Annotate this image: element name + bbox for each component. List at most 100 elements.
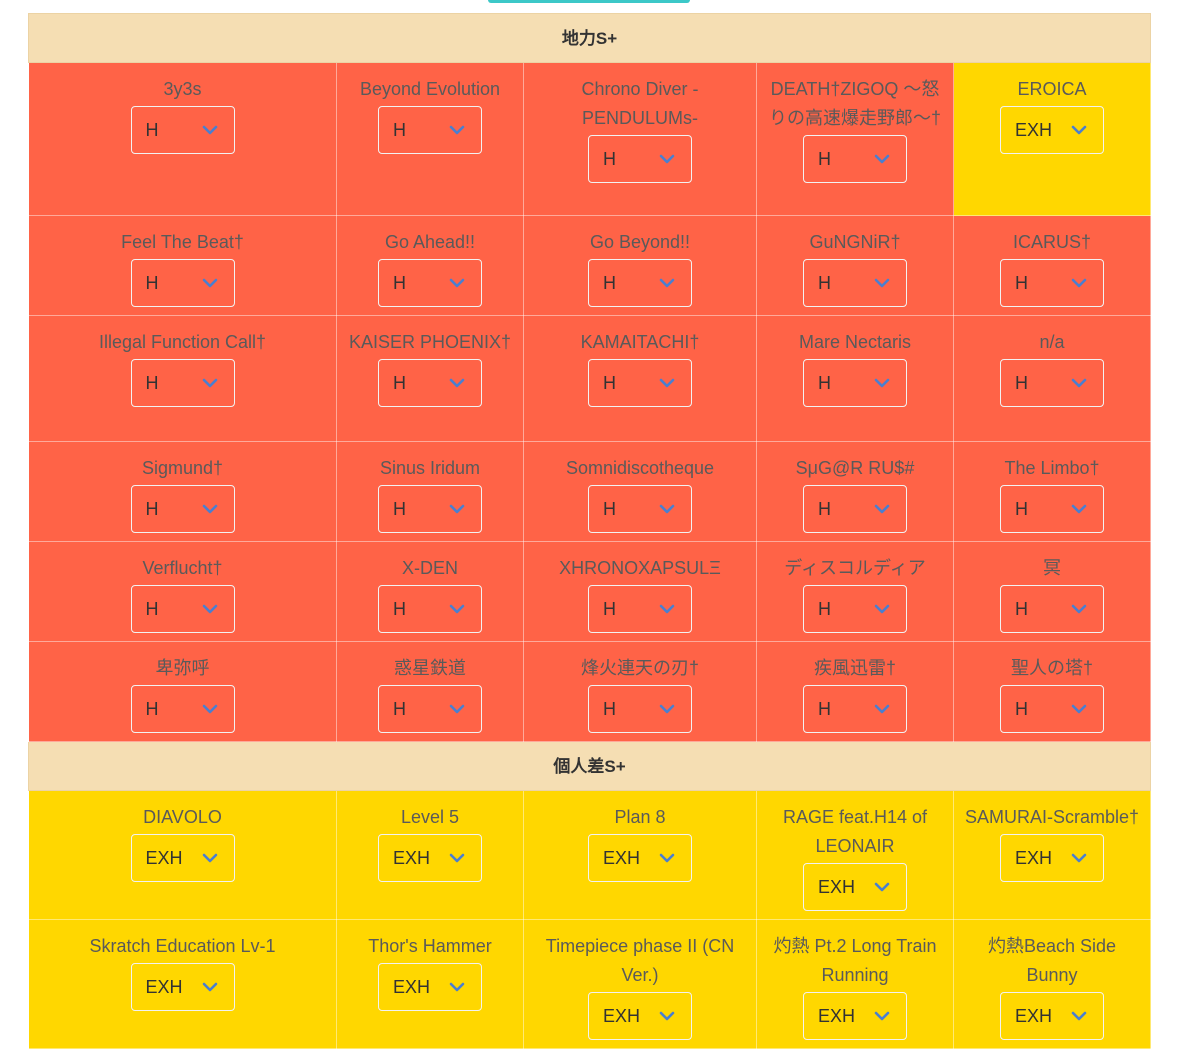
song-title: Feel The Beat†	[121, 232, 244, 252]
difficulty-select[interactable]: EXH	[1000, 992, 1105, 1040]
difficulty-select[interactable]: EXH	[130, 963, 235, 1011]
difficulty-select[interactable]: H	[803, 359, 907, 407]
difficulty-value: EXH	[818, 1005, 856, 1026]
song-title: ディスコルディア	[784, 558, 926, 578]
difficulty-select[interactable]: H	[803, 259, 907, 307]
chevron-down-icon	[1071, 604, 1087, 614]
chevron-down-icon	[449, 278, 465, 288]
difficulty-select[interactable]: H	[130, 106, 235, 154]
song-title: Plan 8	[614, 807, 666, 827]
difficulty-select[interactable]: H	[130, 585, 235, 633]
difficulty-value: H	[393, 498, 406, 519]
section-title: 個人差S+	[27, 741, 1152, 791]
song-row: 3y3s H Beyond Evolution H Chrono Diver -PEND…	[28, 62, 1152, 216]
difficulty-select[interactable]: H	[378, 106, 482, 154]
song-title: DEATH†ZIGOQ 〜怒りの高速爆走野郎〜†	[768, 79, 941, 128]
song-cell: ICARUS† H	[952, 215, 1152, 316]
chevron-down-icon	[659, 278, 675, 288]
difficulty-select[interactable]: H	[378, 359, 482, 407]
difficulty-select[interactable]: H	[1000, 359, 1105, 407]
song-cell: Mare Nectaris H	[756, 315, 954, 442]
difficulty-select[interactable]: H	[1000, 585, 1105, 633]
chevron-down-icon	[1071, 704, 1087, 714]
chevron-down-icon	[202, 982, 218, 992]
difficulty-value: H	[393, 372, 406, 393]
song-title: Skratch Education Lv-1	[89, 936, 276, 956]
difficulty-select[interactable]: H	[130, 485, 235, 533]
song-cell: Sinus Iridum H	[336, 441, 524, 542]
difficulty-select[interactable]: EXH	[803, 992, 907, 1040]
song-cell: 烽火連天の刃† H	[523, 641, 757, 742]
difficulty-select[interactable]: H	[1000, 685, 1105, 733]
song-title: Level 5	[400, 807, 460, 827]
difficulty-select[interactable]: EXH	[378, 834, 482, 882]
chevron-down-icon	[874, 278, 890, 288]
difficulty-select[interactable]: H	[378, 685, 482, 733]
difficulty-select[interactable]: H	[588, 359, 692, 407]
song-cell: GuNGNiR† H	[756, 215, 954, 316]
chevron-down-icon	[202, 704, 218, 714]
chevron-down-icon	[659, 704, 675, 714]
song-row: 卑弥呼 H 惑星鉄道 H 烽火連天の刃† H 疾風迅雷† H 聖人の塔† H	[28, 641, 1152, 742]
difficulty-value: H	[145, 498, 159, 519]
chevron-down-icon	[449, 704, 465, 714]
song-cell: KAISER PHOENIX† H	[336, 315, 524, 442]
difficulty-select[interactable]: H	[130, 359, 235, 407]
difficulty-select[interactable]: H	[588, 135, 692, 183]
song-title: X-DEN	[401, 558, 458, 578]
difficulty-select[interactable]: H	[130, 259, 235, 307]
difficulty-value: H	[603, 498, 616, 519]
difficulty-select[interactable]: H	[588, 485, 692, 533]
song-title: 惑星鉄道	[394, 658, 466, 678]
song-title: The Limbo†	[1004, 458, 1100, 478]
chevron-down-icon	[874, 604, 890, 614]
song-cell: Beyond Evolution H	[336, 62, 524, 216]
difficulty-select[interactable]: H	[378, 259, 482, 307]
chevron-down-icon	[659, 853, 675, 863]
difficulty-select[interactable]: H	[378, 485, 482, 533]
song-cell: Feel The Beat† H	[28, 215, 337, 316]
difficulty-select[interactable]: EXH	[588, 834, 692, 882]
chevron-down-icon	[1071, 504, 1087, 514]
difficulty-select[interactable]: H	[378, 585, 482, 633]
difficulty-value: H	[603, 598, 616, 619]
song-cell: RAGE feat.H14 of LEONAIR EXH	[756, 790, 954, 920]
difficulty-select[interactable]: EXH	[588, 992, 692, 1040]
section-header-row: 個人差S+	[27, 741, 1152, 791]
difficulty-select[interactable]: H	[803, 585, 907, 633]
difficulty-value: EXH	[145, 847, 183, 868]
difficulty-select[interactable]: H	[130, 685, 235, 733]
difficulty-select[interactable]: EXH	[803, 863, 907, 911]
song-cell: Thor's Hammer EXH	[336, 919, 524, 1049]
difficulty-select[interactable]: H	[803, 685, 907, 733]
song-row: DIAVOLO EXH Level 5 EXH Plan 8 EXH RAGE feat.H…	[28, 790, 1152, 920]
difficulty-value: EXH	[393, 847, 431, 868]
difficulty-value: H	[818, 272, 831, 293]
difficulty-value: EXH	[145, 976, 183, 997]
difficulty-select[interactable]: H	[588, 585, 692, 633]
chevron-down-icon	[449, 604, 465, 614]
difficulty-select[interactable]: EXH	[1000, 106, 1105, 154]
difficulty-value: EXH	[393, 976, 431, 997]
song-title: 烽火連天の刃†	[580, 658, 699, 678]
difficulty-select[interactable]: EXH	[1000, 834, 1105, 882]
difficulty-value: EXH	[603, 847, 641, 868]
difficulty-select[interactable]: H	[588, 685, 692, 733]
song-title: Sigmund†	[141, 458, 224, 478]
difficulty-select[interactable]: EXH	[378, 963, 482, 1011]
chevron-down-icon	[202, 504, 218, 514]
song-title: RAGE feat.H14 of LEONAIR	[782, 807, 928, 856]
song-cell: 惑星鉄道 H	[336, 641, 524, 742]
difficulty-select[interactable]: H	[1000, 485, 1105, 533]
difficulty-select[interactable]: H	[1000, 259, 1105, 307]
song-cell: Skratch Education Lv-1 EXH	[28, 919, 337, 1049]
difficulty-select[interactable]: H	[803, 135, 907, 183]
song-cell: Go Beyond!! H	[523, 215, 757, 316]
song-title: Beyond Evolution	[359, 79, 501, 99]
difficulty-select[interactable]: H	[588, 259, 692, 307]
song-cell: Verflucht† H	[28, 541, 337, 642]
difficulty-value: H	[1015, 598, 1029, 619]
difficulty-value: H	[1015, 698, 1029, 719]
difficulty-select[interactable]: EXH	[130, 834, 235, 882]
difficulty-select[interactable]: H	[803, 485, 907, 533]
